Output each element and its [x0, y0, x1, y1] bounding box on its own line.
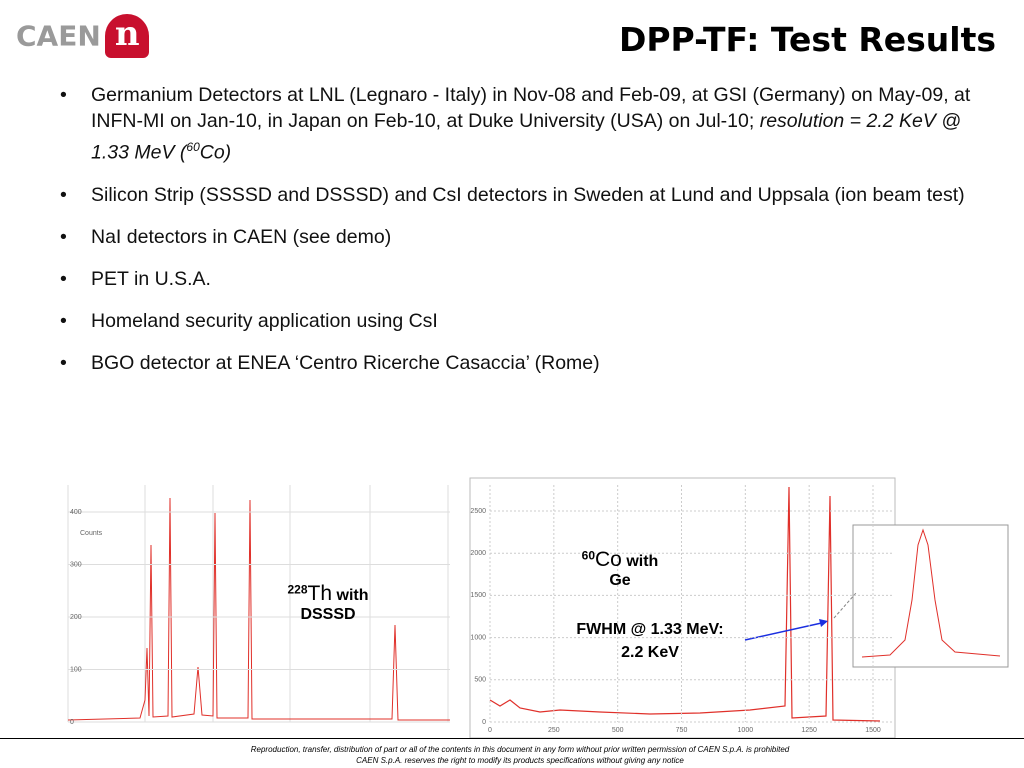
bullet: NaI detectors in CAEN (see demo): [60, 224, 975, 250]
x-tick-label: 1250: [801, 727, 817, 734]
x-tick-label: 0: [488, 727, 492, 734]
y-tick-label: 200: [70, 614, 82, 621]
arrow-head: [819, 619, 828, 627]
bullet: Germanium Detectors at LNL (Legnaro - It…: [60, 82, 975, 166]
superscript: 228: [287, 582, 308, 597]
label: DSSSD: [300, 606, 356, 623]
superscript: 60: [186, 140, 200, 154]
x-tick-label: 250: [548, 727, 560, 734]
footer-text: CAEN S.p.A. reserves the right to modify…: [356, 756, 684, 765]
label: with: [626, 553, 659, 570]
isotope: Th: [307, 582, 333, 605]
plot-label: 228Th with DSSSD: [258, 582, 398, 624]
superscript: 60: [581, 548, 596, 563]
inset-peak: [861, 528, 1001, 658]
y-tick-label: 100: [70, 666, 82, 673]
spectrum: [489, 486, 881, 722]
bullet: PET in U.S.A.: [60, 266, 975, 292]
y-tick-label: 2500: [470, 508, 486, 515]
bullet-italic: Co): [199, 141, 232, 164]
inset-frame: [852, 524, 1009, 668]
footer-rule: [0, 738, 1024, 739]
grid: [67, 485, 449, 722]
bullet: Homeland security application using CsI: [60, 308, 975, 334]
bullet-list: Germanium Detectors at LNL (Legnaro - It…: [60, 82, 975, 392]
bullet: Silicon Strip (SSSSD and DSSSD) and CsI …: [60, 182, 975, 208]
bullet: BGO detector at ENEA ‘Centro Ricerche Ca…: [60, 350, 975, 376]
footer: Reproduction, transfer, distribution of …: [0, 744, 1024, 766]
label: FWHM @ 1.33 MeV:: [576, 621, 724, 638]
plot-frame: [469, 477, 896, 739]
y-tick-label: 1500: [470, 592, 486, 599]
slide-title: DPP-TF: Test Results: [618, 20, 996, 59]
bullet-text: Germanium Detectors at LNL (Legnaro - It…: [91, 84, 971, 132]
bullet-italic: resolution = 2.2 KeV @ 1.33 MeV (: [91, 110, 962, 164]
x-tick-label: 1000: [738, 727, 754, 734]
y-tick-label: 2000: [470, 550, 486, 557]
arrow: [744, 621, 827, 641]
x-tick-label: 500: [612, 727, 624, 734]
label: with: [336, 587, 369, 604]
y-tick-label: 500: [474, 677, 486, 684]
logo-mark: n: [105, 14, 150, 58]
y-tick-label: 300: [70, 561, 82, 568]
axis-title: Counts: [80, 530, 103, 537]
plot-label: FWHM @ 1.33 MeV: 2.2 KeV: [550, 618, 750, 664]
logo-text: CAEN: [16, 19, 101, 53]
isotope: Co: [595, 548, 622, 571]
label: Ge: [609, 572, 631, 589]
x-tick-label: 1500: [865, 727, 881, 734]
footer-text: Reproduction, transfer, distribution of …: [250, 745, 790, 754]
y-tick-label: 0: [70, 719, 74, 726]
logo: CAEN n: [16, 14, 150, 58]
spectrum: [67, 497, 450, 721]
label: 2.2 KeV: [621, 644, 679, 661]
x-tick-label: 750: [676, 727, 688, 734]
plot-label: 60Co with Ge: [550, 548, 690, 590]
plot-frame: [68, 485, 450, 722]
arrow: [833, 592, 857, 619]
y-tick-label: 400: [70, 509, 82, 516]
y-tick-label: 0: [482, 719, 486, 726]
y-tick-label: 1000: [470, 634, 486, 641]
